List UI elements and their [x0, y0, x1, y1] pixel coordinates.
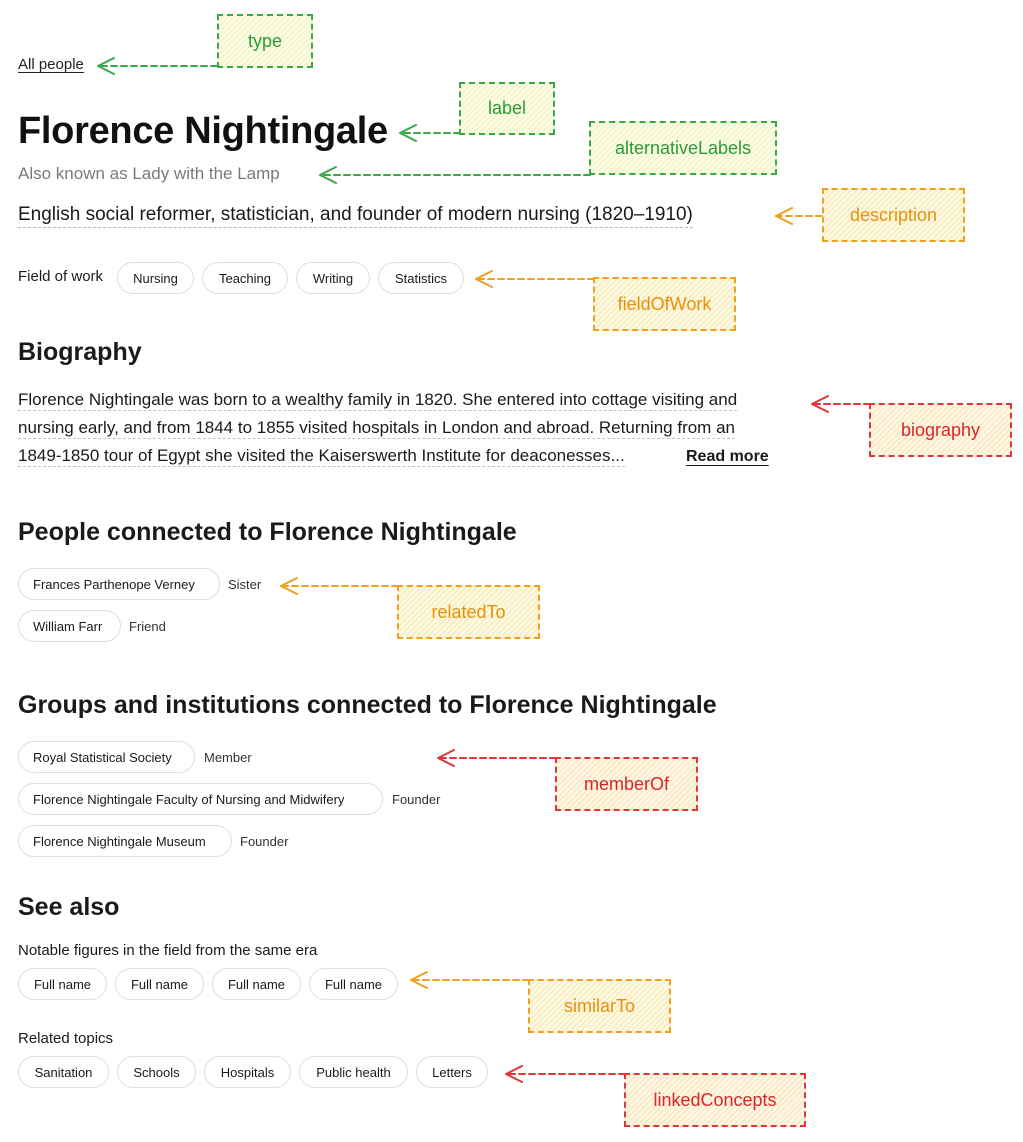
- group-role: Founder: [240, 834, 289, 849]
- annotation-similar-to: similarTo: [528, 979, 671, 1033]
- annotation-related-to: relatedTo: [397, 585, 540, 639]
- read-more-link[interactable]: Read more: [686, 448, 769, 465]
- annotation-description: description: [822, 188, 965, 242]
- annotation-label: label: [459, 82, 555, 135]
- biography-line: nursing early, and from 1844 to 1855 vis…: [18, 418, 735, 439]
- annotation-member-of: memberOf: [555, 757, 698, 811]
- alternative-label: Also known as Lady with the Lamp: [18, 164, 280, 183]
- topic-chip-sanitation[interactable]: Sanitation: [18, 1056, 109, 1088]
- related-topics-label: Related topics: [18, 1030, 114, 1047]
- groups-heading: Groups and institutions connected to Flo…: [18, 691, 717, 719]
- see-also-heading: See also: [18, 893, 120, 921]
- group-role: Founder: [392, 792, 441, 807]
- annotation-biography: biography: [869, 403, 1012, 457]
- page-title: Florence Nightingale: [18, 110, 388, 152]
- person-role: Friend: [129, 619, 166, 634]
- similar-chip[interactable]: Full name: [18, 968, 107, 1000]
- connector-biography: [811, 395, 871, 413]
- annotation-field-of-work: fieldOfWork: [593, 277, 736, 331]
- group-chip[interactable]: Florence Nightingale Museum: [18, 825, 232, 857]
- biography-line: Florence Nightingale was born to a wealt…: [18, 390, 738, 411]
- connector-alternative-labels: [319, 166, 591, 184]
- similar-figures-label: Notable figures in the field from the sa…: [18, 942, 318, 959]
- all-people-link[interactable]: All people: [18, 56, 84, 73]
- connector-linked-concepts: [505, 1065, 626, 1083]
- field-chip-writing[interactable]: Writing: [296, 262, 370, 294]
- connector-field-of-work: [475, 270, 595, 288]
- connector-related-to: [280, 577, 399, 595]
- biography-line: 1849-1850 tour of Egypt she visited the …: [18, 446, 625, 467]
- annotation-alternative-labels: alternativeLabels: [589, 121, 777, 175]
- connector-label: [399, 124, 461, 142]
- annotation-type: type: [217, 14, 313, 68]
- field-of-work-label: Field of work: [18, 268, 104, 285]
- biography-heading: Biography: [18, 338, 142, 366]
- field-chip-statistics[interactable]: Statistics: [378, 262, 464, 294]
- field-chip-nursing[interactable]: Nursing: [117, 262, 194, 294]
- similar-chip[interactable]: Full name: [212, 968, 301, 1000]
- connector-type: [97, 57, 218, 75]
- topic-chip-hospitals[interactable]: Hospitals: [204, 1056, 291, 1088]
- person-chip[interactable]: William Farr: [18, 610, 121, 642]
- topic-chip-schools[interactable]: Schools: [117, 1056, 196, 1088]
- similar-chip[interactable]: Full name: [115, 968, 204, 1000]
- group-chip[interactable]: Royal Statistical Society: [18, 741, 195, 773]
- topic-chip-public-health[interactable]: Public health: [299, 1056, 408, 1088]
- people-heading: People connected to Florence Nightingale: [18, 518, 517, 546]
- group-chip[interactable]: Florence Nightingale Faculty of Nursing …: [18, 783, 383, 815]
- annotation-linked-concepts: linkedConcepts: [624, 1073, 806, 1127]
- connector-description: [775, 207, 823, 225]
- connector-member-of: [437, 749, 557, 767]
- person-chip[interactable]: Frances Parthenope Verney: [18, 568, 220, 600]
- topic-chip-letters[interactable]: Letters: [416, 1056, 488, 1088]
- person-role: Sister: [228, 577, 262, 592]
- group-role: Member: [204, 750, 252, 765]
- description: English social reformer, statistician, a…: [18, 204, 693, 228]
- field-chip-teaching[interactable]: Teaching: [202, 262, 288, 294]
- connector-similar-to: [410, 971, 530, 989]
- similar-chip[interactable]: Full name: [309, 968, 398, 1000]
